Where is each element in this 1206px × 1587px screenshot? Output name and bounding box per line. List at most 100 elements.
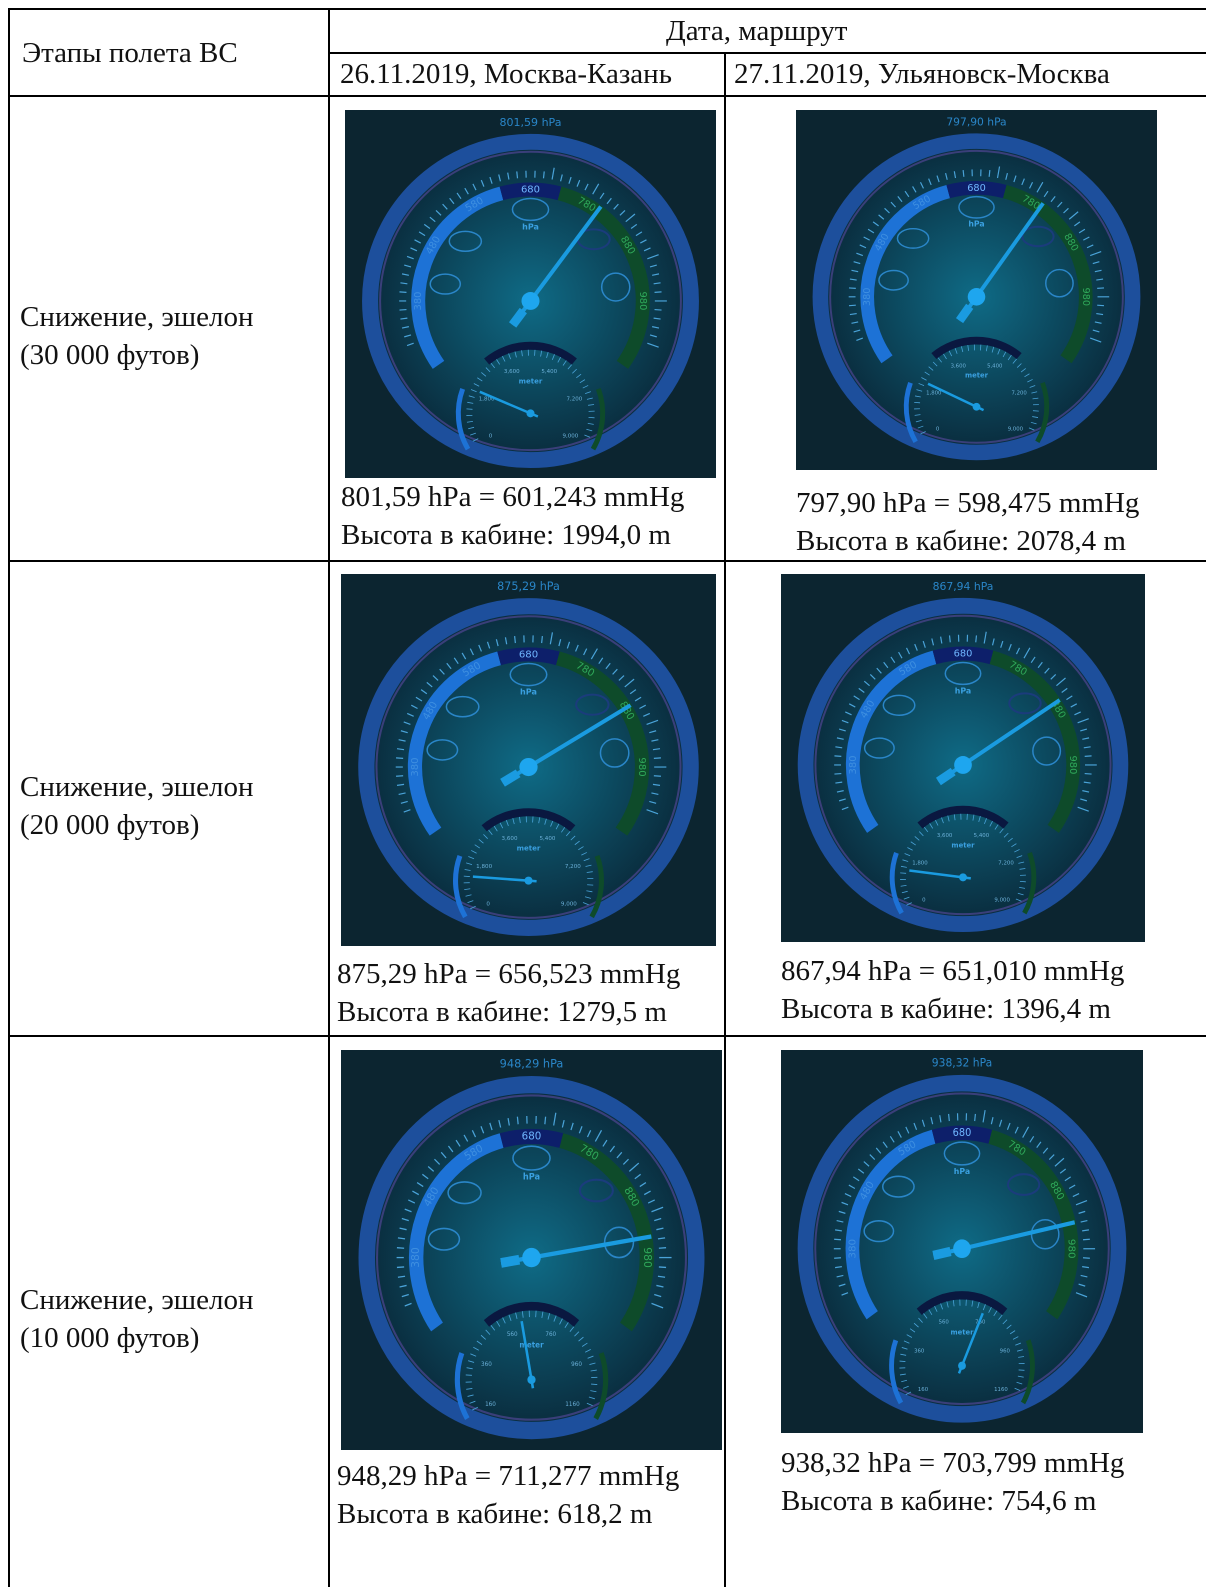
stage-text: (30 000 футов) xyxy=(20,336,199,374)
meter-unit-label: meter xyxy=(951,841,975,849)
scale-label: 680 xyxy=(521,185,540,196)
stage-text: (20 000 футов) xyxy=(20,806,199,844)
meter-scale-label: 160 xyxy=(485,1402,496,1408)
scale-tick xyxy=(950,635,951,642)
scale-tick xyxy=(963,170,964,177)
meter-scale-label: 0 xyxy=(936,427,940,433)
meter-scale-label: 960 xyxy=(1000,1348,1011,1354)
meter-scale-label: 7,200 xyxy=(565,864,581,870)
barometer-image: 948,29 hPa380480580680780880980hPa160360… xyxy=(341,1050,722,1450)
meter-scale-label: 0 xyxy=(489,434,493,440)
needle-hub xyxy=(953,1239,971,1258)
scale-label: 680 xyxy=(967,183,986,194)
meter-scale-label: 9,000 xyxy=(563,434,579,440)
scale-label: 380 xyxy=(848,755,859,774)
scale-tick xyxy=(976,635,977,642)
stage-cell: Снижение, эшелон(30 000 футов) xyxy=(8,95,328,560)
header-stage: Этапы полета ВС xyxy=(22,34,238,72)
meter-scale-label: 1,800 xyxy=(912,861,928,867)
header-cell: Дата, маршрут xyxy=(328,8,1206,52)
scale-tick xyxy=(659,1248,666,1249)
unit-label: hPa xyxy=(968,220,984,229)
stage-cell: Снижение, эшелон(10 000 футов) xyxy=(8,1035,328,1587)
barometer-image: 938,32 hPa380480580680780880980hPa160360… xyxy=(781,1050,1143,1433)
scale-label: 980 xyxy=(641,1247,653,1268)
meter-scale-label: 1,800 xyxy=(476,864,492,870)
page: Этапы полета ВС Дата, маршрут 26.11.2019… xyxy=(0,0,1206,1587)
meter-scale-label: 360 xyxy=(481,1362,492,1368)
meter-scale-label: 5,400 xyxy=(974,833,990,839)
altitude-text: Высота в кабине: 1396,4 m xyxy=(781,990,1111,1028)
needle-tail xyxy=(933,1251,950,1255)
barometer-image: 797,90 hPa380480580680780880980hPa01,800… xyxy=(796,110,1157,470)
gauge-reading: 948,29 hPa xyxy=(500,1056,564,1070)
altitude-text: Высота в кабине: 1279,5 m xyxy=(337,993,667,1031)
meter-scale-label: 560 xyxy=(507,1332,518,1338)
gauge-reading: 797,90 hPa xyxy=(946,116,1006,129)
scale-tick xyxy=(543,171,544,178)
scale-tick xyxy=(659,1267,666,1268)
pressure-text: 875,29 hPa = 656,523 mmHg xyxy=(337,955,680,993)
altitude-hub xyxy=(959,873,967,881)
scale-label: 380 xyxy=(410,1247,422,1268)
meter-scale-label: 9,000 xyxy=(561,901,577,907)
header-cell: 27.11.2019, Ульяновск-Москва xyxy=(724,52,1206,95)
unit-label: hPa xyxy=(522,222,539,231)
stage-text: Снижение, эшелон xyxy=(20,298,253,336)
unit-label: hPa xyxy=(954,1167,970,1176)
meter-scale-label: 0 xyxy=(922,898,926,904)
meter-unit-label: meter xyxy=(965,372,989,380)
header-group: Дата, маршрут xyxy=(666,12,847,50)
altitude-hub xyxy=(527,1375,535,1384)
header-column: 27.11.2019, Ульяновск-Москва xyxy=(734,55,1110,93)
altitude-hub xyxy=(524,877,532,885)
gauge-reading: 801,59 hPa xyxy=(500,116,562,129)
meter-unit-label: meter xyxy=(519,378,543,386)
scale-tick xyxy=(834,1258,841,1259)
scale-label: 680 xyxy=(954,649,973,660)
scale-label: 980 xyxy=(637,291,648,310)
needle-hub xyxy=(968,288,986,306)
gauge-reading: 938,32 hPa xyxy=(932,1056,992,1069)
meter-scale-label: 160 xyxy=(918,1387,929,1393)
altitude-hub xyxy=(526,409,534,417)
header-column: 26.11.2019, Москва-Казань xyxy=(340,55,672,93)
barometer-image: 801,59 hPa380480580680780880980hPa01,800… xyxy=(345,110,716,478)
meter-scale-label: 9,000 xyxy=(994,898,1010,904)
scale-tick xyxy=(834,1239,841,1240)
meter-unit-label: meter xyxy=(519,1340,544,1349)
pressure-text: 938,32 hPa = 703,799 mmHg xyxy=(781,1444,1124,1482)
scale-tick xyxy=(545,1117,546,1125)
meter-scale-label: 1,800 xyxy=(926,390,942,396)
meter-unit-label: meter xyxy=(950,1327,974,1336)
meter-scale-label: 7,200 xyxy=(1012,390,1028,396)
stage-text: Снижение, эшелон xyxy=(20,1281,253,1319)
scale-label: 980 xyxy=(1080,288,1091,307)
stage-text: Снижение, эшелон xyxy=(20,768,253,806)
pressure-text: 948,29 hPa = 711,277 mmHg xyxy=(337,1457,679,1495)
scale-tick xyxy=(1083,1258,1090,1259)
header-cell: Этапы полета ВС xyxy=(8,8,328,95)
scale-label: 380 xyxy=(848,1239,859,1259)
scale-label: 980 xyxy=(1066,1239,1077,1259)
stage-cell: Снижение, эшелон(20 000 футов) xyxy=(8,560,328,1035)
scale-tick xyxy=(975,1114,976,1121)
scale-tick xyxy=(542,636,543,643)
meter-scale-label: 3,600 xyxy=(504,369,520,375)
scale-label: 680 xyxy=(953,1128,972,1139)
scale-label: 380 xyxy=(410,757,421,776)
meter-scale-label: 5,400 xyxy=(541,369,557,375)
meter-scale-label: 5,400 xyxy=(539,836,555,842)
meter-scale-label: 5,400 xyxy=(987,363,1003,369)
stage-text: (10 000 футов) xyxy=(20,1319,199,1357)
meter-unit-label: meter xyxy=(517,844,541,853)
meter-scale-label: 760 xyxy=(545,1332,556,1338)
meter-scale-label: 3,600 xyxy=(937,833,953,839)
altitude-hub xyxy=(958,1362,966,1370)
meter-scale-label: 7,200 xyxy=(998,861,1014,867)
barometer-image: 875,29 hPa380480580680780880980hPa01,800… xyxy=(341,574,716,946)
altitude-text: Высота в кабине: 754,6 m xyxy=(781,1482,1096,1520)
altitude-text: Высота в кабине: 2078,4 m xyxy=(796,522,1126,560)
meter-scale-label: 1160 xyxy=(565,1402,580,1408)
needle-tail xyxy=(501,1260,519,1263)
